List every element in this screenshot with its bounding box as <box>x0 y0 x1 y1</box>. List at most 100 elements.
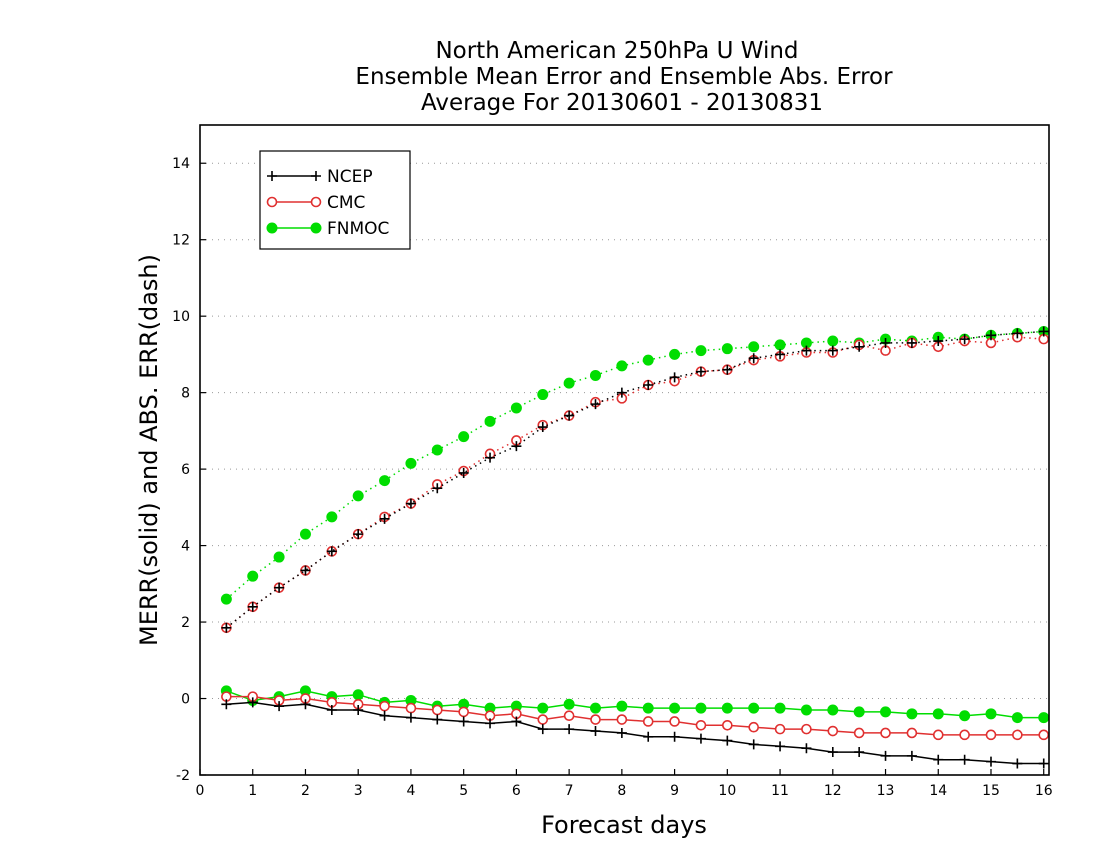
series-ncep-abs-error-point <box>274 582 285 593</box>
series-fnmoc-mean-error-point <box>748 702 760 714</box>
series-fnmoc-mean-error-point <box>932 708 944 720</box>
legend-marker-cmc <box>266 196 278 208</box>
chart-title-line-3: Average For 20130601 - 20130831 <box>421 90 823 116</box>
series-ncep-abs-error-point <box>590 399 601 410</box>
series-ncep-abs-error-point <box>485 452 496 463</box>
series-ncep-abs-error-point <box>379 513 390 524</box>
series-fnmoc-abs-error-line <box>225 330 1044 600</box>
series-ncep-mean-error-point <box>432 714 443 725</box>
series-fnmoc-mean-error-point <box>853 706 865 718</box>
series-ncep-abs-error-point <box>722 364 733 375</box>
series-ncep-abs-error-point <box>458 467 469 478</box>
series-ncep-abs-error-point <box>801 345 812 356</box>
legend-item-fnmoc: FNMOC <box>266 219 389 239</box>
y-tick-label: -2 <box>176 768 190 784</box>
series-ncep-mean-error-point <box>485 718 496 729</box>
chart-title-line-2: Ensemble Mean Error and Ensemble Abs. Er… <box>355 64 893 90</box>
series-ncep-mean-error-point <box>274 701 285 712</box>
series-ncep-mean-error-point <box>247 697 258 708</box>
series-ncep-abs-error-point <box>221 622 232 633</box>
series-fnmoc-mean-error-point <box>906 708 918 720</box>
series-cmc-mean-error-point <box>801 723 812 735</box>
series-cmc <box>221 331 1050 741</box>
series-ncep-mean-error-point <box>643 731 654 742</box>
series-fnmoc-abs-error-point <box>431 444 443 456</box>
series-fnmoc-abs-error-point <box>379 475 391 487</box>
x-tick-label: 8 <box>617 783 626 799</box>
series-fnmoc-abs-error-point <box>510 402 522 414</box>
legend-item-ncep: NCEP <box>267 167 373 187</box>
series-cmc-mean-error-point <box>379 700 390 712</box>
series-ncep-abs-error-point <box>353 529 364 540</box>
x-tick-label: 2 <box>301 783 310 799</box>
x-tick-label: 15 <box>982 783 1000 799</box>
y-tick-label: 0 <box>181 692 190 708</box>
series-ncep-mean-error-point <box>959 754 970 765</box>
series-ncep-abs-error-point <box>326 546 337 557</box>
series-ncep-abs-error-point <box>405 498 416 509</box>
series-fnmoc-abs-error-point <box>405 457 417 469</box>
x-tick-label: 9 <box>670 783 679 799</box>
chart-title-line-1: North American 250hPa U Wind <box>435 38 798 64</box>
series-ncep-mean-error-point <box>616 727 627 738</box>
series-fnmoc-mean-error-point <box>827 704 839 716</box>
series-ncep-mean-error-point <box>827 747 838 758</box>
series-cmc-mean-error-point <box>880 727 891 739</box>
y-axis-label: MERR(solid) and ABS. ERR(dash) <box>135 254 163 646</box>
series-cmc-mean-error-point <box>932 729 944 741</box>
series-cmc-mean-error-point <box>722 719 733 731</box>
y-axis: -2 0 2 4 6 8 10 12 14 <box>172 156 206 784</box>
x-tick-label: 14 <box>929 783 947 799</box>
series-fnmoc-abs-error-point <box>589 369 601 381</box>
legend-label-ncep: NCEP <box>327 167 373 187</box>
series-cmc-mean-error-point <box>748 721 759 733</box>
series-ncep-abs-error-point <box>247 601 258 612</box>
series-fnmoc-mean-error-point <box>800 704 812 716</box>
series-fnmoc-abs-error-point <box>563 377 575 389</box>
series-ncep-abs-error-point <box>1012 328 1023 339</box>
series-ncep-mean-error-point <box>722 735 733 746</box>
series-ncep-mean-error-point <box>1012 758 1023 769</box>
y-tick-label: 4 <box>181 539 190 555</box>
series-ncep-mean-error-point <box>326 705 337 715</box>
series-ncep-abs-error-point <box>537 422 548 433</box>
x-tick-label: 7 <box>565 783 574 799</box>
series-fnmoc-mean-error-point <box>589 702 601 714</box>
series-cmc-mean-error-point <box>642 716 654 727</box>
legend-marker-ncep <box>311 171 321 181</box>
legend-label-fnmoc: FNMOC <box>327 219 389 239</box>
series-fnmoc-mean-error-point <box>880 706 892 718</box>
series-ncep-abs-error-point <box>880 337 891 348</box>
series-ncep <box>221 326 1049 769</box>
series-ncep-mean-error-point <box>221 699 232 710</box>
x-axis-label: Forecast days <box>541 811 707 839</box>
y-tick-label: 14 <box>172 156 190 172</box>
legend-item-cmc: CMC <box>266 193 365 213</box>
series-cmc-mean-error-point <box>537 714 549 725</box>
x-tick-label: 0 <box>196 783 205 799</box>
series-layer <box>220 325 1050 769</box>
x-tick-label: 11 <box>771 783 789 799</box>
y-tick-label: 6 <box>181 462 190 478</box>
legend: NCEP CMC FNMOC <box>259 150 411 250</box>
series-ncep-abs-error-point <box>775 349 786 360</box>
series-fnmoc-mean-error-point <box>642 702 654 714</box>
y-tick-label: 8 <box>181 386 190 402</box>
series-cmc-mean-error-point <box>563 710 575 722</box>
series-fnmoc-mean-error-point <box>1011 712 1023 724</box>
series-fnmoc-mean-error-point <box>721 702 733 714</box>
series-fnmoc-abs-error-point <box>299 528 311 540</box>
x-tick-label: 1 <box>248 783 257 799</box>
series-ncep-abs-error-point <box>1038 326 1049 337</box>
series-fnmoc-abs-error-point <box>748 341 760 353</box>
chart-title: North American 250hPa U Wind Ensemble Me… <box>355 38 893 116</box>
series-fnmoc-abs-error-point <box>326 511 338 523</box>
legend-marker-fnmoc <box>266 222 278 234</box>
legend-marker-fnmoc <box>310 222 322 234</box>
series-ncep-mean-error-point <box>537 724 548 735</box>
series-fnmoc-abs-error-point <box>247 570 259 582</box>
series-cmc-mean-error-point <box>1038 729 1050 741</box>
series-ncep-mean-error-point <box>458 716 469 727</box>
series-ncep-abs-error-point <box>827 345 838 356</box>
